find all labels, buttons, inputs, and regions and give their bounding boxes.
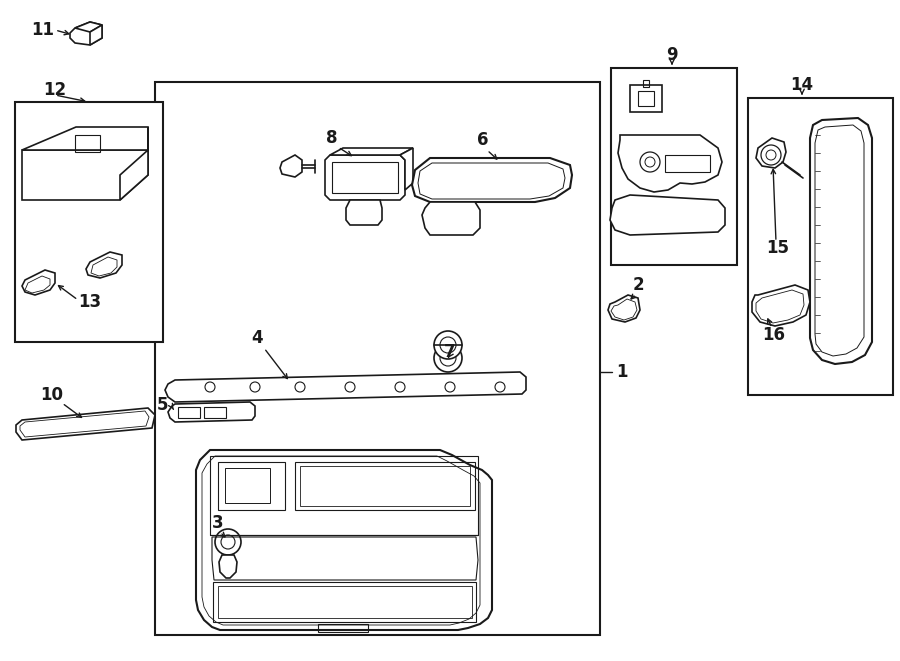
Polygon shape bbox=[22, 150, 148, 200]
Circle shape bbox=[434, 331, 462, 359]
Bar bbox=[300, 466, 470, 506]
Polygon shape bbox=[70, 22, 102, 45]
Bar bbox=[225, 468, 270, 503]
Polygon shape bbox=[22, 127, 148, 150]
Bar bbox=[295, 462, 475, 510]
Polygon shape bbox=[330, 148, 413, 155]
Bar bbox=[332, 162, 398, 193]
Polygon shape bbox=[810, 118, 872, 364]
Text: 8: 8 bbox=[326, 129, 338, 147]
Polygon shape bbox=[16, 408, 155, 440]
Polygon shape bbox=[120, 127, 148, 200]
Bar bbox=[218, 462, 285, 510]
Text: 1: 1 bbox=[616, 363, 628, 381]
Text: 5: 5 bbox=[158, 396, 169, 414]
Polygon shape bbox=[168, 402, 255, 422]
Polygon shape bbox=[412, 158, 572, 202]
Polygon shape bbox=[618, 135, 722, 192]
Text: 6: 6 bbox=[477, 131, 489, 149]
Circle shape bbox=[645, 157, 655, 167]
Polygon shape bbox=[196, 450, 492, 630]
Bar bbox=[611, 68, 737, 265]
Polygon shape bbox=[346, 200, 382, 225]
Bar bbox=[643, 80, 649, 87]
Bar bbox=[665, 155, 710, 172]
Bar bbox=[218, 586, 472, 618]
Polygon shape bbox=[90, 25, 102, 45]
Text: 12: 12 bbox=[43, 81, 67, 99]
Text: 15: 15 bbox=[767, 239, 789, 257]
Text: 3: 3 bbox=[212, 514, 224, 532]
Text: 11: 11 bbox=[32, 21, 55, 39]
Text: 2: 2 bbox=[632, 276, 644, 294]
Polygon shape bbox=[325, 155, 405, 200]
Polygon shape bbox=[752, 285, 810, 326]
Bar bbox=[155, 82, 600, 635]
Text: 14: 14 bbox=[790, 76, 814, 94]
Polygon shape bbox=[75, 22, 102, 32]
Polygon shape bbox=[219, 555, 237, 578]
Text: 7: 7 bbox=[445, 343, 455, 361]
Polygon shape bbox=[22, 270, 55, 295]
Bar bbox=[630, 85, 662, 112]
Text: 16: 16 bbox=[762, 326, 786, 344]
Bar bbox=[213, 582, 476, 622]
Text: 10: 10 bbox=[40, 386, 64, 404]
Bar bbox=[318, 624, 368, 632]
Bar bbox=[75, 135, 100, 152]
Polygon shape bbox=[422, 202, 480, 235]
Bar bbox=[15, 102, 163, 342]
Polygon shape bbox=[756, 138, 786, 168]
Polygon shape bbox=[86, 252, 122, 278]
Bar bbox=[748, 98, 893, 395]
Polygon shape bbox=[608, 295, 640, 322]
Bar bbox=[204, 407, 226, 418]
Text: 13: 13 bbox=[78, 293, 102, 311]
Text: 4: 4 bbox=[251, 329, 263, 347]
Polygon shape bbox=[280, 155, 302, 177]
Bar bbox=[178, 407, 200, 418]
Polygon shape bbox=[400, 148, 413, 190]
Polygon shape bbox=[610, 195, 725, 235]
Text: 9: 9 bbox=[666, 46, 678, 64]
Bar bbox=[638, 91, 654, 106]
Polygon shape bbox=[165, 372, 526, 402]
